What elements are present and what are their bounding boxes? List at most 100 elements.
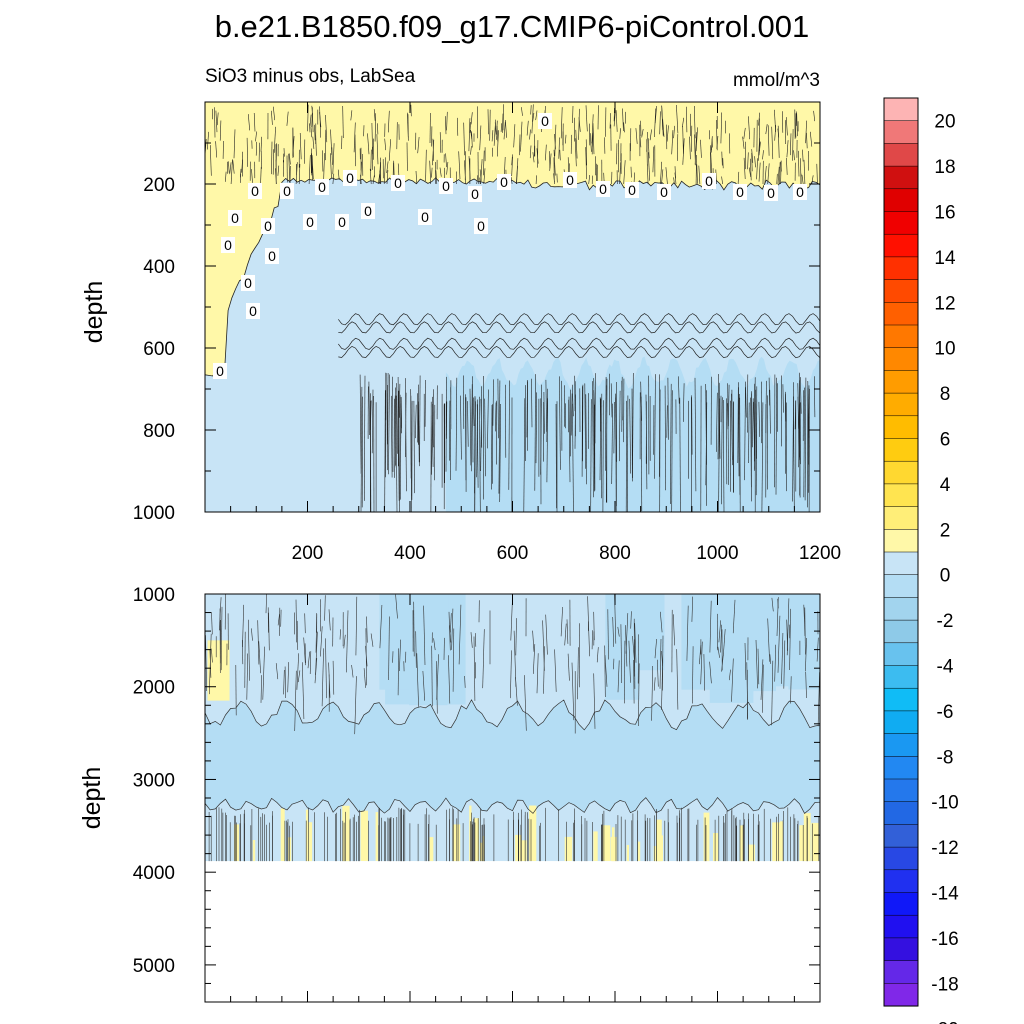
contour-line (760, 659, 764, 700)
colorbar-box (883, 869, 919, 894)
colorbar-label: 0 (940, 566, 951, 587)
contour-line (790, 676, 792, 704)
contour-line (360, 386, 363, 512)
contour-line (798, 150, 800, 177)
contour-line (810, 131, 813, 147)
contour-line (802, 149, 804, 162)
contour-line (376, 134, 379, 165)
contour-line (677, 134, 679, 161)
contour-line (211, 611, 213, 635)
contour-line (497, 378, 499, 439)
region-fill (280, 808, 285, 861)
contour-line (771, 660, 774, 726)
contour-line (555, 403, 557, 509)
contour-line (745, 381, 747, 418)
contour-line (257, 620, 260, 665)
colorbar-box (883, 279, 919, 303)
contour-line (545, 614, 548, 655)
contour-line (774, 644, 776, 682)
colorbar-label: 12 (934, 293, 955, 314)
contour-line (661, 169, 664, 185)
contour-line (767, 125, 770, 156)
colorbar-box (883, 983, 919, 1007)
contour-line (295, 162, 298, 185)
region-fill (564, 836, 573, 861)
contour-line (397, 390, 400, 467)
contour-line (260, 136, 262, 152)
contour-line (311, 105, 313, 115)
y-tick-label: 1000 (133, 585, 175, 606)
contour-line (652, 146, 655, 173)
contour-line (692, 646, 694, 704)
colorbar-box (883, 574, 919, 598)
contour-line (691, 596, 693, 622)
contour-zero-label: 0 (421, 209, 429, 225)
contour-zero-label: 0 (767, 185, 775, 201)
contour-line (786, 117, 788, 136)
colorbar-box (883, 892, 919, 916)
y-tick-label: 600 (143, 339, 175, 360)
contour-line (309, 123, 311, 133)
contour-label-bg (468, 186, 482, 202)
contour-line (521, 107, 523, 116)
contour-line (654, 105, 657, 124)
contour-line (370, 400, 372, 431)
contour-line (604, 655, 608, 687)
contour-line (439, 167, 442, 177)
contour-label-bg (246, 303, 260, 319)
contour-line (369, 393, 372, 512)
contour-line (343, 634, 346, 649)
contour-line (529, 145, 532, 159)
contour-line (385, 373, 387, 478)
contour-line (742, 136, 745, 149)
contour-line (619, 128, 621, 139)
contour-line (448, 655, 451, 704)
colorbar-box (883, 687, 919, 712)
contour-label-bg (625, 182, 639, 198)
contour-line (805, 671, 807, 699)
contour-line (299, 132, 302, 160)
contour-line (487, 109, 489, 135)
contour-line (696, 164, 698, 184)
contour-line (709, 661, 712, 684)
contour-line (322, 150, 324, 172)
contour-line (728, 384, 730, 427)
contour-zero-label: 0 (566, 172, 574, 188)
contour-line (363, 375, 366, 501)
contour-line (499, 403, 501, 503)
contour-line (328, 609, 331, 631)
contour-line (529, 129, 531, 140)
contour-line (657, 659, 659, 687)
contour-line (567, 653, 570, 681)
contour-line (764, 165, 767, 185)
x-tick-label: 800 (599, 543, 631, 564)
contour-line (371, 389, 374, 454)
region-fill (788, 594, 820, 690)
contour-zero-label: 0 (306, 214, 314, 230)
contour-line (473, 636, 476, 701)
colorbar-box (883, 165, 919, 190)
contour-line (546, 398, 548, 483)
contour-line (553, 173, 555, 185)
contour-line (793, 396, 795, 511)
contour-line (296, 653, 299, 690)
contour-line (659, 638, 662, 689)
contour-line (495, 402, 497, 432)
contour-line (780, 161, 782, 172)
contour-line (564, 623, 567, 646)
contour-line (617, 626, 620, 637)
contour-line (471, 131, 473, 148)
contour-line (612, 616, 614, 647)
contour-line (351, 664, 354, 678)
contour-line (682, 138, 685, 165)
contour-line (682, 126, 684, 154)
contour-line (816, 163, 818, 185)
contour-line (415, 170, 418, 185)
contour-line (786, 140, 789, 158)
contour-line (543, 646, 545, 694)
contour-line (665, 167, 668, 185)
contour-line (363, 668, 366, 688)
contour-line (678, 376, 680, 404)
contour-line (771, 597, 774, 612)
contour-line (629, 398, 631, 474)
